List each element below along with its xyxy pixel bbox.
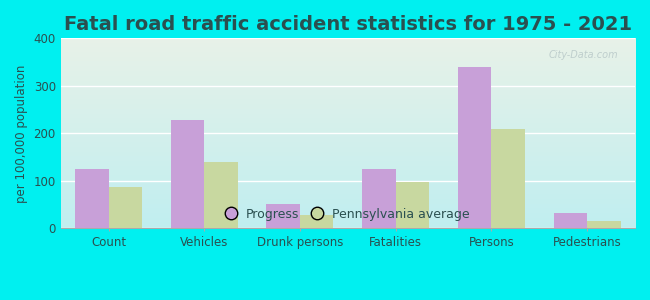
- Bar: [458, 67, 491, 228]
- Bar: [554, 213, 587, 228]
- Title: Fatal road traffic accident statistics for 1975 - 2021: Fatal road traffic accident statistics f…: [64, 15, 632, 34]
- Bar: [75, 169, 109, 228]
- Bar: [362, 169, 396, 228]
- Bar: [587, 221, 621, 228]
- Y-axis label: per 100,000 population: per 100,000 population: [15, 64, 28, 202]
- Bar: [491, 129, 525, 228]
- Text: City-Data.com: City-Data.com: [548, 50, 617, 60]
- Bar: [300, 215, 333, 228]
- Bar: [109, 187, 142, 228]
- Bar: [396, 182, 429, 228]
- Legend: Progress, Pennsylvania average: Progress, Pennsylvania average: [221, 203, 474, 226]
- Bar: [171, 120, 204, 228]
- Bar: [266, 204, 300, 228]
- Bar: [204, 162, 238, 228]
